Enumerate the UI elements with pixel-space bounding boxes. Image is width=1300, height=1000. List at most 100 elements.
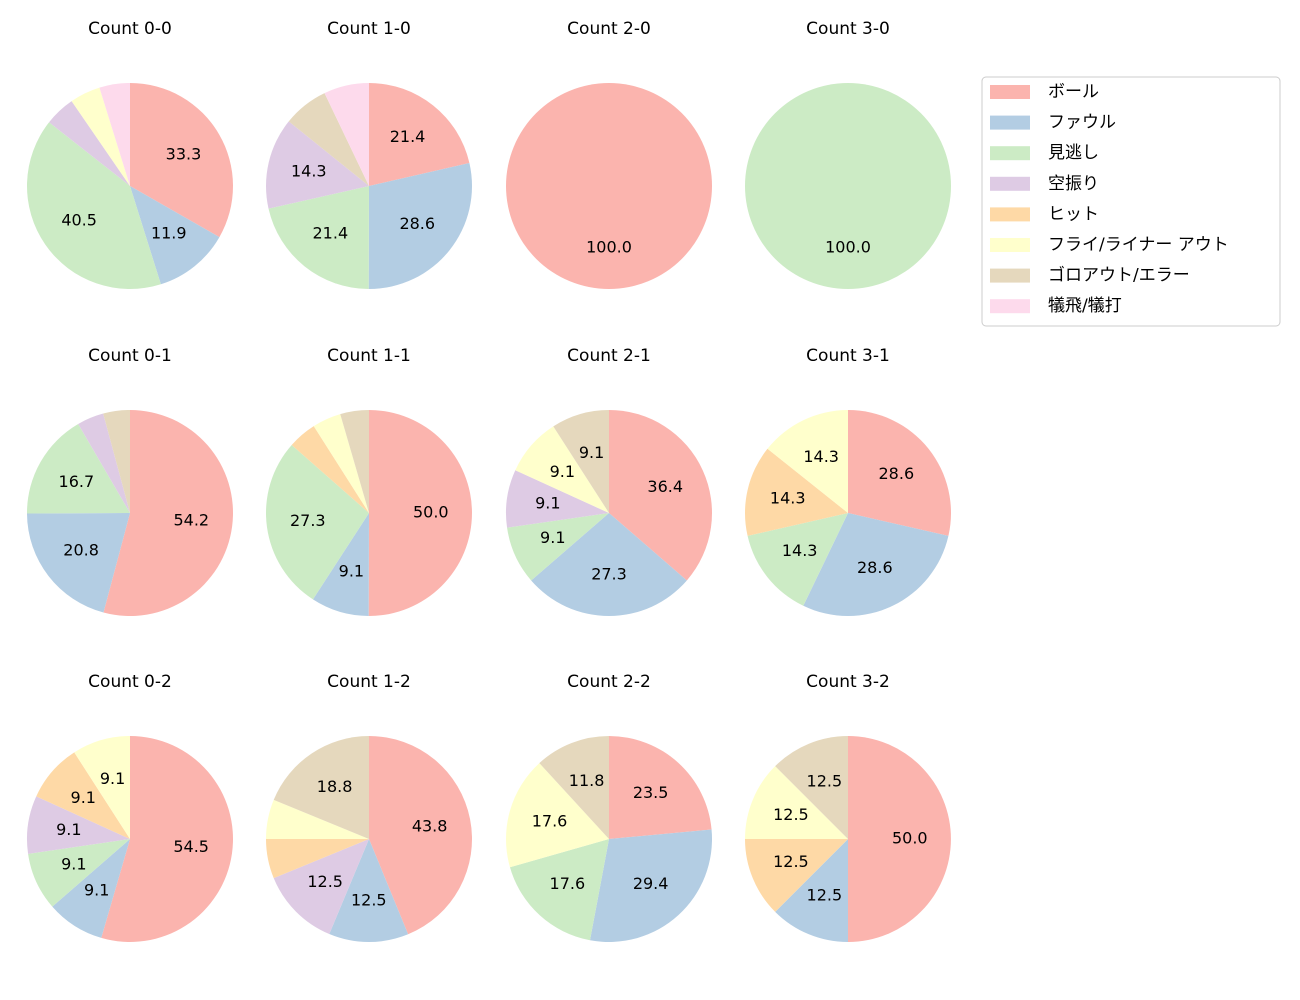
pie-slice — [775, 736, 848, 839]
data-label: 9.1 — [100, 769, 125, 788]
pie-slice — [609, 736, 712, 839]
pie-slice — [291, 426, 369, 513]
pie-slice — [266, 799, 369, 839]
pie-slice — [312, 513, 369, 616]
pie-slice — [553, 410, 609, 513]
pie-slice — [609, 410, 713, 581]
chart-title: Count 0-0 — [88, 19, 172, 39]
legend-swatch — [990, 115, 1030, 130]
chart-title: Count 1-0 — [327, 19, 411, 39]
data-label: 54.5 — [173, 837, 209, 856]
pie-slice — [74, 736, 130, 839]
pie-slice — [767, 410, 848, 513]
legend-box — [981, 76, 1281, 327]
data-label: 54.2 — [173, 511, 209, 530]
data-label: 12.5 — [307, 872, 343, 891]
data-label: 28.6 — [399, 214, 435, 233]
pie-slice — [28, 839, 130, 907]
pie-slice — [324, 83, 369, 186]
data-label: 12.5 — [773, 805, 809, 824]
pie-slice — [745, 839, 848, 912]
data-label: 27.3 — [591, 564, 627, 583]
data-label: 28.6 — [857, 558, 893, 577]
data-label: 40.5 — [61, 211, 97, 230]
pie-slice — [531, 513, 687, 617]
data-label: 21.4 — [313, 224, 349, 243]
legend-label: ヒット — [1048, 204, 1099, 224]
data-label: 23.5 — [633, 783, 669, 802]
legend-label: 空振り — [1048, 174, 1099, 194]
chart-title: Count 2-2 — [567, 672, 651, 692]
data-label: 14.3 — [770, 489, 806, 508]
pie-slice — [273, 839, 369, 935]
data-label: 12.5 — [773, 852, 809, 871]
pie-slice — [506, 470, 609, 528]
data-label: 11.9 — [151, 224, 187, 243]
pie-slice — [266, 839, 369, 879]
data-label: 11.8 — [569, 771, 605, 790]
pie-slice — [27, 423, 130, 514]
legend-label: ゴロアウト/エラー — [1048, 265, 1190, 286]
data-label: 12.5 — [807, 771, 843, 790]
data-label: 14.3 — [803, 447, 839, 466]
data-label: 17.6 — [532, 812, 568, 831]
pie-slice — [52, 839, 131, 938]
pie-slice — [803, 513, 949, 617]
pie-slice — [26, 796, 130, 854]
chart-title: Count 0-1 — [88, 346, 172, 366]
data-label: 21.4 — [390, 127, 426, 146]
pie-slice — [103, 410, 130, 513]
legend-label: 犠飛/犠打 — [1048, 296, 1122, 316]
pie-slice — [775, 839, 848, 942]
chart-title: Count 1-1 — [327, 346, 411, 366]
pie-slice — [99, 83, 130, 186]
data-label: 14.3 — [782, 541, 818, 560]
data-label: 17.6 — [550, 874, 586, 893]
data-label: 33.3 — [166, 144, 202, 163]
pie-slice — [368, 163, 472, 289]
legend-swatch — [990, 207, 1030, 222]
data-label: 12.5 — [351, 890, 387, 909]
legend-label: フライ/ライナー アウト — [1048, 235, 1229, 255]
chart-title: Count 3-0 — [806, 19, 890, 39]
pie-slice — [745, 766, 848, 839]
chart-title: Count 1-2 — [327, 672, 411, 692]
legend-swatch — [990, 299, 1030, 314]
pie-slice — [506, 83, 712, 289]
data-label: 29.4 — [633, 874, 669, 893]
data-label: 9.1 — [540, 528, 565, 547]
pie-slice — [313, 414, 369, 513]
pie-slice — [103, 410, 233, 616]
pie-slice — [506, 763, 609, 868]
legend-label: ボール — [1048, 82, 1099, 102]
data-label: 9.1 — [84, 881, 109, 900]
pie-slice — [268, 186, 369, 289]
pie-slice — [329, 839, 409, 943]
pie-slice — [130, 186, 220, 285]
legend-swatch — [990, 85, 1030, 99]
pie-slice — [71, 87, 130, 186]
legend-label: 見逃し — [1048, 143, 1099, 163]
pie-slice — [368, 410, 472, 616]
pie-slice — [369, 83, 470, 186]
chart-title: Count 3-1 — [806, 346, 890, 366]
legend-swatch — [990, 268, 1030, 283]
data-label: 36.4 — [647, 477, 683, 496]
data-label: 100.0 — [825, 237, 871, 256]
pie-slice — [747, 513, 848, 606]
data-label: 16.7 — [59, 472, 95, 491]
data-label: 100.0 — [586, 237, 632, 256]
pie-slice — [744, 448, 848, 536]
pie-slice — [539, 736, 609, 839]
pie-slice — [340, 410, 369, 513]
pie-slice — [288, 93, 369, 186]
pie-slice — [130, 83, 233, 238]
data-label: 14.3 — [291, 162, 327, 181]
data-label: 9.1 — [550, 462, 575, 481]
pie-slice — [265, 444, 369, 600]
data-label: 9.1 — [339, 562, 364, 581]
chart-title: Count 2-0 — [567, 19, 651, 39]
legend-swatch — [990, 176, 1030, 191]
